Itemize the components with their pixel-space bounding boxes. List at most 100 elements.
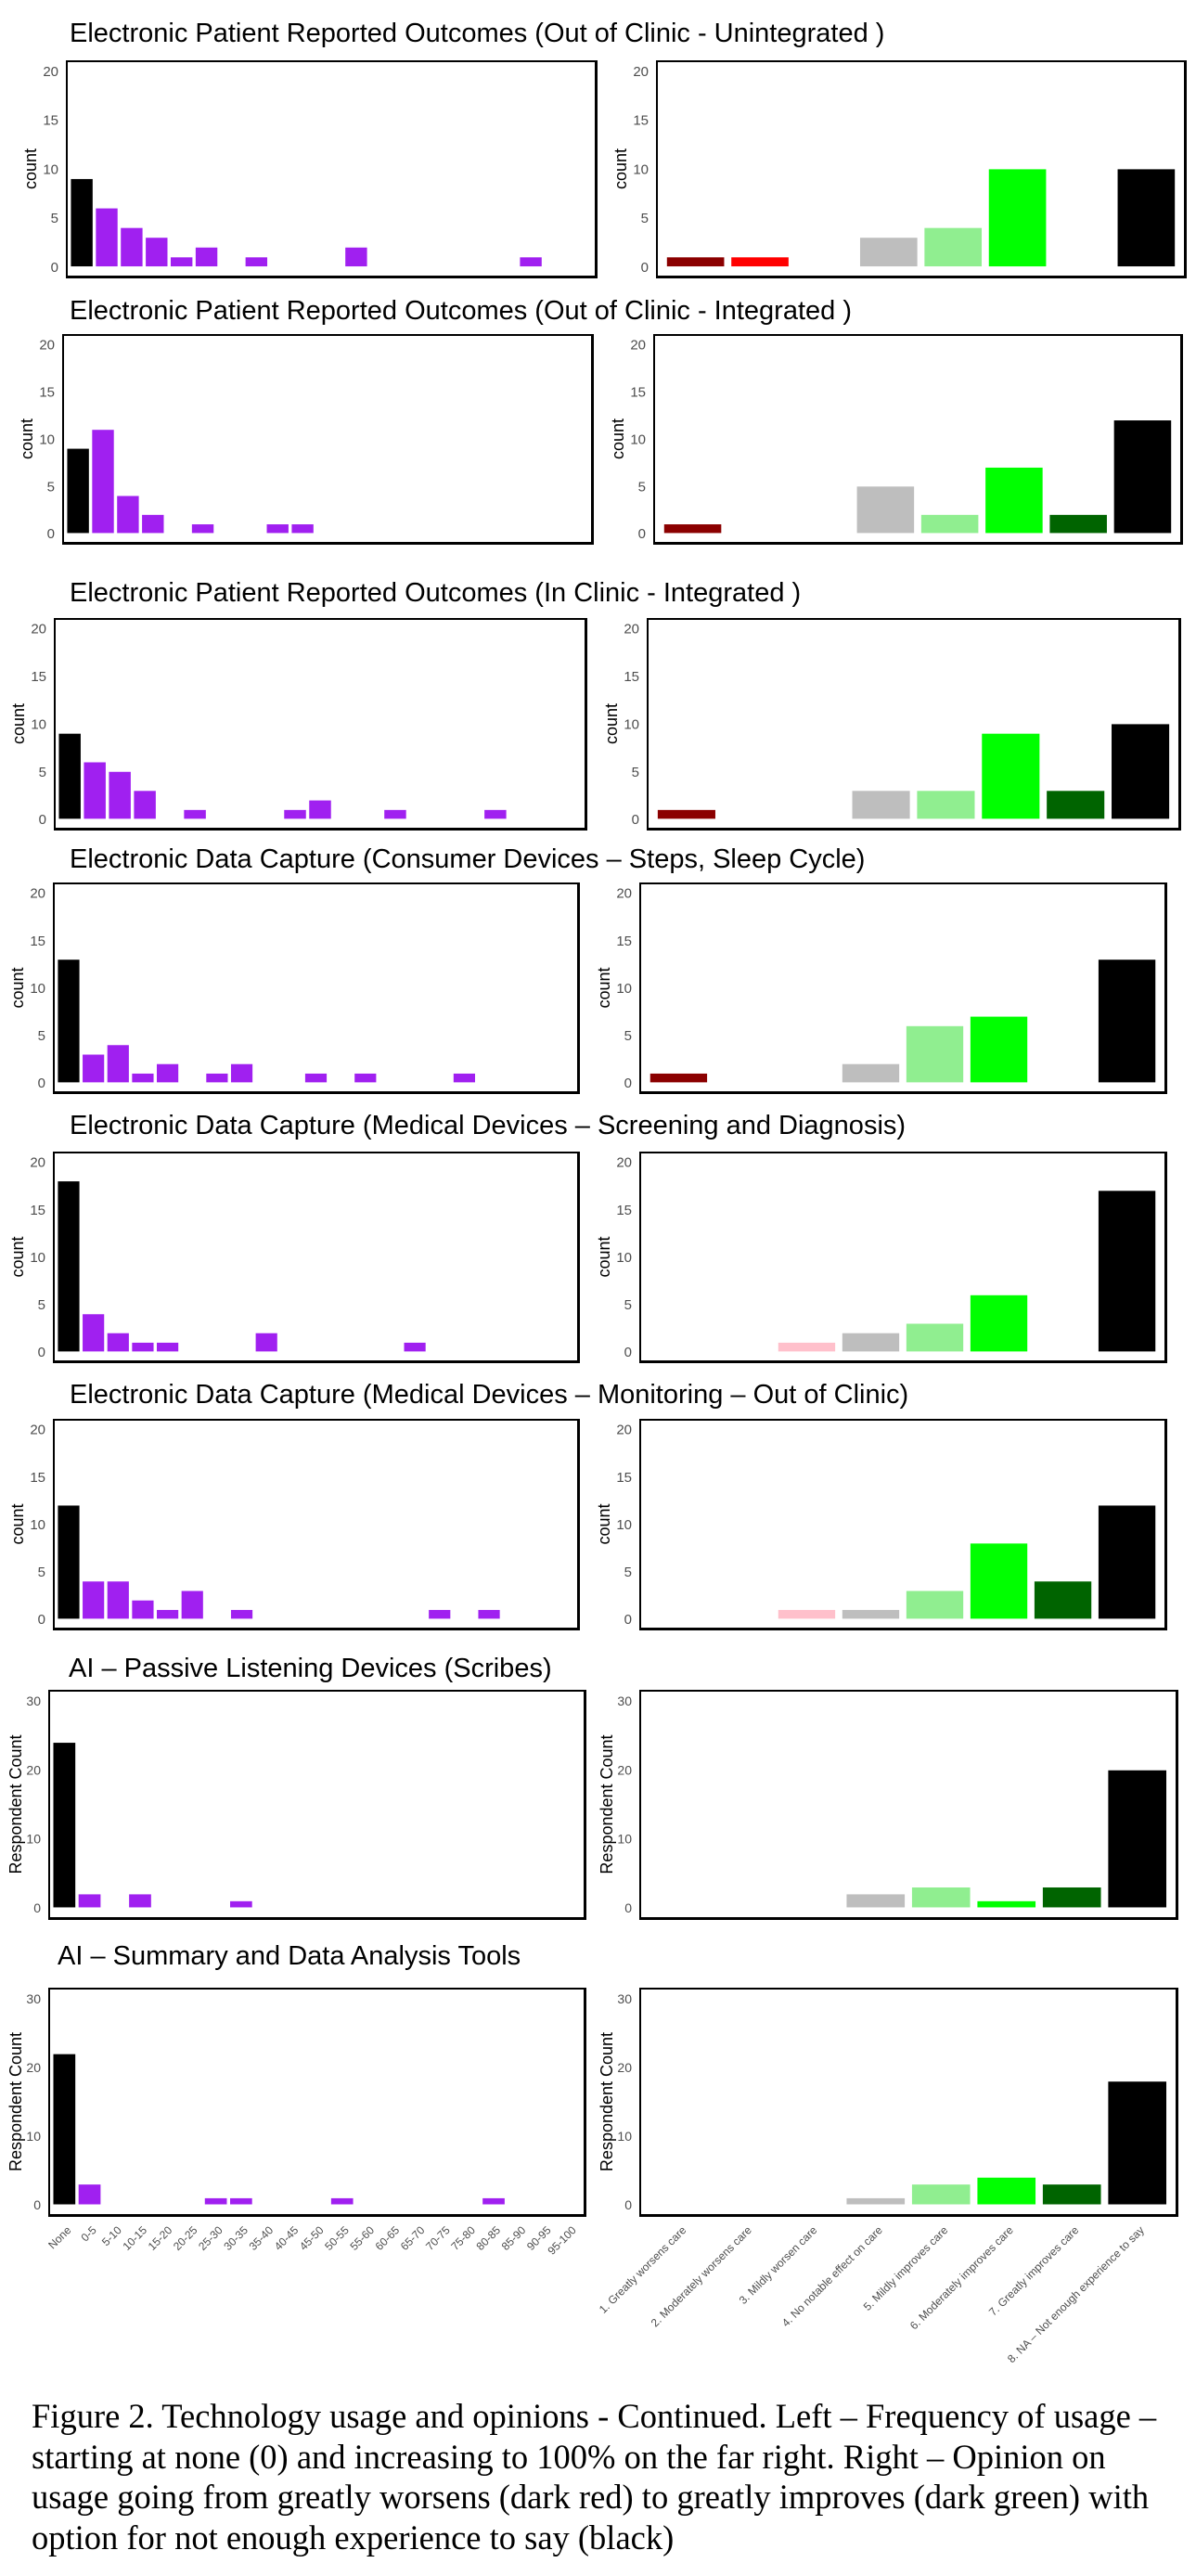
usage-bar xyxy=(83,761,107,820)
panel-frame xyxy=(639,1690,1177,1919)
opinion-bar xyxy=(970,1542,1028,1620)
chart-title: Electronic Patient Reported Outcomes (Ou… xyxy=(70,18,885,48)
opinion-bar xyxy=(970,1015,1028,1084)
y-axis-label: count xyxy=(8,967,27,1008)
usage-bar xyxy=(304,1073,328,1084)
usage-bar xyxy=(57,959,81,1084)
usage-bar xyxy=(131,1599,155,1620)
usage-bar xyxy=(254,1332,278,1353)
y-tick-label: 0 xyxy=(38,1075,45,1091)
y-tick-label: 0 xyxy=(641,260,649,276)
y-tick-label: 5 xyxy=(632,765,639,780)
opinion-bar xyxy=(851,790,911,820)
y-tick-label: 0 xyxy=(638,526,646,542)
y-tick-label: 10 xyxy=(30,981,45,997)
panel-frame xyxy=(53,1419,579,1629)
y-axis-label: count xyxy=(8,1236,27,1277)
usage-bar xyxy=(191,523,215,535)
opinion-bar xyxy=(778,1342,836,1353)
x-tick-label: 30-35 xyxy=(221,2223,251,2253)
x-tick-label: 15-20 xyxy=(146,2223,175,2253)
usage-bar xyxy=(183,809,207,820)
y-tick-label: 0 xyxy=(33,1900,41,1915)
opinion-panel: 0 5 10 15 20 count xyxy=(611,60,1187,278)
usage-bar xyxy=(116,495,140,535)
y-axis-label: count xyxy=(602,703,621,744)
chart-title: Electronic Patient Reported Outcomes (In… xyxy=(70,577,802,608)
opinion-bar xyxy=(778,1609,836,1620)
usage-bar xyxy=(58,732,82,820)
x-tick-label: 6. Moderately improves care xyxy=(907,2223,1016,2332)
y-axis-label: count xyxy=(595,1236,613,1277)
y-tick-label: 20 xyxy=(624,622,639,638)
x-tick-label: 35-40 xyxy=(247,2223,276,2253)
usage-bar xyxy=(141,514,165,535)
usage-panel: 0 5 10 15 20 count xyxy=(18,334,594,545)
y-axis-label: count xyxy=(9,703,28,744)
usage-bar xyxy=(453,1073,476,1084)
y-tick-label: 15 xyxy=(30,934,45,949)
caption-line: Figure 2. Technology usage and opinions … xyxy=(32,2397,1157,2435)
opinion-bar xyxy=(649,1073,708,1084)
opinion-panel: 0 10 20 30 Respondent Count xyxy=(598,1690,1178,1920)
x-tick-label: 50-55 xyxy=(322,2223,352,2253)
panel-frame xyxy=(639,882,1166,1093)
usage-bar xyxy=(156,1342,179,1353)
y-tick-label: 15 xyxy=(30,1203,45,1218)
opinion-bar xyxy=(730,256,790,267)
usage-bar xyxy=(106,1044,130,1084)
opinion-bar xyxy=(1098,1190,1157,1353)
usage-bar xyxy=(483,809,508,820)
chart-title: Electronic Data Capture (Medical Devices… xyxy=(70,1110,907,1140)
x-tick-label: 10-15 xyxy=(120,2223,149,2253)
panel-frame xyxy=(48,1988,585,2216)
y-tick-label: 15 xyxy=(616,934,632,949)
y-tick-label: 5 xyxy=(38,1565,45,1580)
y-tick-label: 20 xyxy=(616,1423,632,1438)
y-tick-label: 20 xyxy=(630,338,646,354)
y-tick-label: 0 xyxy=(38,1612,45,1628)
y-tick-label: 5 xyxy=(638,479,646,495)
y-tick-label: 10 xyxy=(43,161,58,177)
usage-bar xyxy=(133,790,157,820)
usage-bar xyxy=(283,809,307,820)
y-tick-label: 0 xyxy=(33,2197,41,2212)
usage-bar xyxy=(156,1609,179,1620)
opinion-bar xyxy=(976,2176,1036,2206)
opinion-bar xyxy=(657,809,716,820)
opinion-bar xyxy=(1048,514,1108,535)
usage-bar xyxy=(244,256,268,267)
y-tick-label: 20 xyxy=(30,886,45,902)
x-tick-label: 55-60 xyxy=(347,2223,377,2253)
usage-bar xyxy=(344,246,368,267)
y-tick-label: 10 xyxy=(26,1832,41,1847)
opinion-panel: 0 5 10 15 20 count xyxy=(609,334,1183,545)
y-tick-label: 30 xyxy=(617,1991,632,2006)
y-tick-label: 10 xyxy=(630,431,646,447)
usage-panel: 0 10 20 30 Respondent Count xyxy=(6,1690,586,1920)
opinion-bar xyxy=(916,790,976,820)
y-tick-label: 10 xyxy=(616,981,632,997)
usage-panel: 0 5 10 15 20 count xyxy=(21,60,598,278)
y-tick-label: 0 xyxy=(624,2197,632,2212)
chart-title: AI – Summary and Data Analysis Tools xyxy=(58,1940,521,1971)
opinion-bar xyxy=(906,1025,964,1084)
x-tick-label: 75-80 xyxy=(448,2223,478,2253)
usage-panel: 0 5 10 15 20 count xyxy=(9,618,587,831)
opinion-bar xyxy=(859,237,919,267)
y-tick-label: 30 xyxy=(617,1694,632,1708)
y-tick-label: 10 xyxy=(616,1250,632,1266)
y-tick-label: 15 xyxy=(30,1470,45,1486)
y-tick-label: 10 xyxy=(30,1250,45,1266)
y-tick-label: 0 xyxy=(51,260,58,276)
opinion-bar xyxy=(1042,2183,1102,2206)
y-tick-label: 5 xyxy=(39,765,46,780)
opinion-bar xyxy=(1111,723,1170,820)
opinion-bar xyxy=(842,1609,900,1620)
y-tick-label: 15 xyxy=(616,1470,632,1486)
panel-frame xyxy=(653,334,1182,544)
y-tick-label: 20 xyxy=(616,1155,632,1171)
usage-bar xyxy=(57,1504,81,1620)
